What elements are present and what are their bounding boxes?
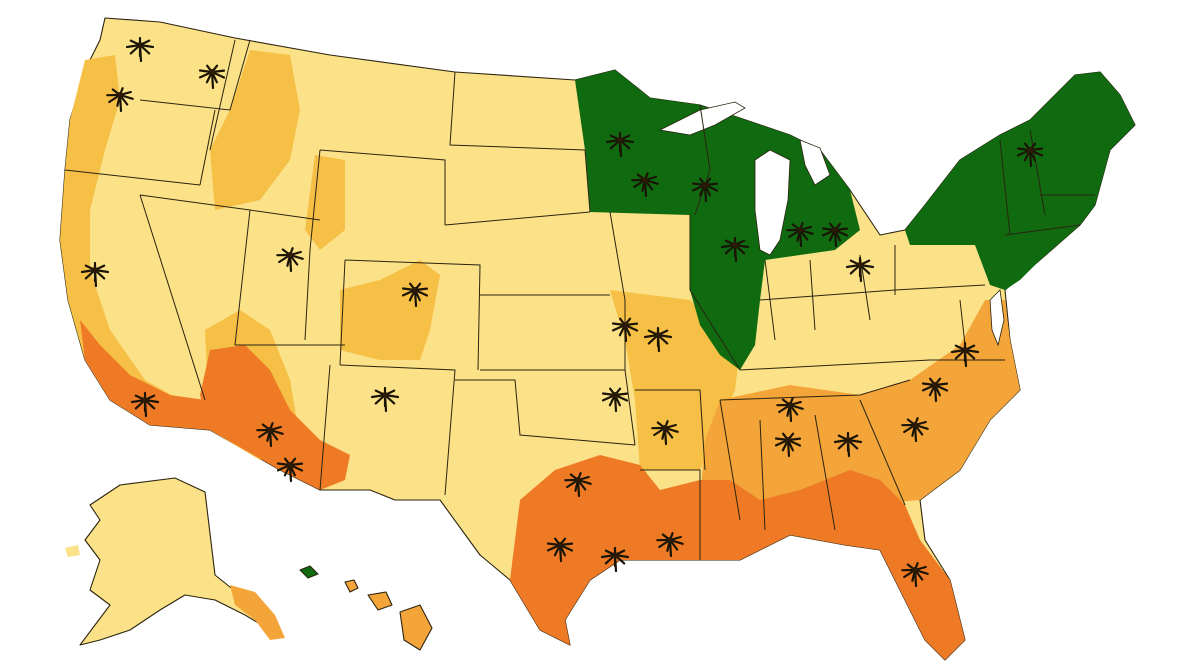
palm-tree-icon bbox=[600, 546, 630, 573]
region-colorado-patch bbox=[340, 260, 440, 360]
palm-tree-icon bbox=[106, 87, 134, 113]
palm-tree-icon bbox=[611, 317, 639, 343]
palm-tree-icon bbox=[845, 256, 875, 283]
region-wyoming-patch bbox=[305, 155, 345, 250]
palm-tree-icon bbox=[370, 386, 400, 413]
palm-tree-icon bbox=[901, 417, 929, 443]
palm-tree-icon bbox=[276, 457, 304, 483]
chesapeake-bay bbox=[989, 289, 1005, 347]
palm-tree-icon bbox=[546, 537, 574, 563]
palm-tree-icon bbox=[833, 431, 863, 458]
palm-tree-icon bbox=[198, 64, 226, 90]
palm-tree-icon bbox=[651, 420, 679, 446]
palm-tree-icon bbox=[130, 391, 160, 418]
region-southern-california bbox=[80, 320, 210, 430]
palm-tree-icon bbox=[774, 432, 802, 458]
palm-tree-icon bbox=[564, 472, 592, 498]
region-arizona-south bbox=[200, 345, 350, 490]
palm-tree-icon bbox=[691, 177, 719, 203]
palm-tree-layer bbox=[80, 36, 1044, 588]
palm-tree-icon bbox=[605, 131, 635, 158]
lake-michigan bbox=[754, 149, 791, 256]
alaska-panhandle bbox=[230, 585, 285, 640]
palm-tree-icon bbox=[401, 282, 429, 308]
alaska bbox=[79, 477, 271, 646]
region-midwest-north bbox=[575, 70, 860, 370]
palm-tree-icon bbox=[643, 326, 673, 353]
alaska-island bbox=[65, 545, 80, 557]
palm-tree-icon bbox=[921, 377, 949, 403]
palm-tree-icon bbox=[720, 236, 750, 263]
palm-tree-icon bbox=[125, 36, 155, 63]
region-idaho-patch bbox=[210, 50, 300, 210]
hawaii bbox=[299, 565, 433, 651]
region-southeast bbox=[700, 300, 1020, 520]
region-gulf-coast bbox=[510, 455, 965, 660]
state-borders bbox=[64, 39, 1095, 560]
lake-huron bbox=[799, 139, 831, 186]
region-new-england bbox=[905, 72, 1135, 290]
palm-tree-icon bbox=[950, 341, 980, 368]
palm-tree-icon bbox=[276, 247, 304, 273]
palm-tree-icon bbox=[656, 532, 684, 558]
palm-tree-icon bbox=[786, 222, 814, 248]
palm-tree-icon bbox=[1016, 142, 1044, 168]
palm-tree-icon bbox=[601, 387, 629, 413]
palm-tree-icon bbox=[80, 261, 110, 288]
palm-tree-icon bbox=[776, 397, 804, 423]
palm-tree-icon bbox=[821, 222, 849, 248]
palm-tree-icon bbox=[901, 562, 929, 588]
palm-tree-icon bbox=[256, 422, 284, 448]
palm-tree-icon bbox=[631, 172, 659, 198]
